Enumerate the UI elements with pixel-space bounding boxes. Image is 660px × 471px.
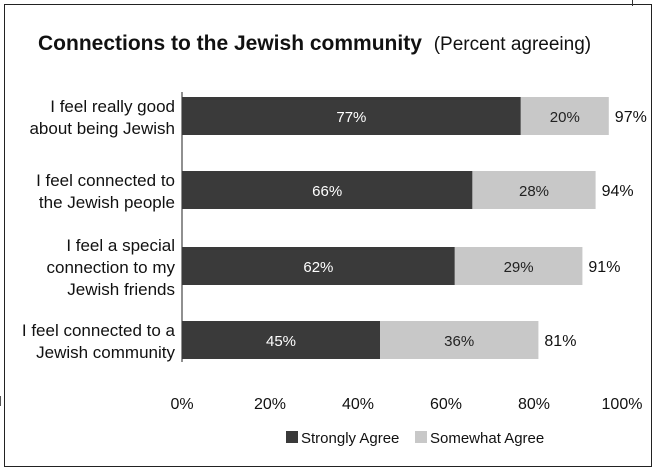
chart-frame <box>4 4 652 467</box>
category-label: I feel a special <box>66 236 175 255</box>
legend-label: Strongly Agree <box>301 430 399 447</box>
total-label: 91% <box>588 259 620 276</box>
data-label: 36% <box>444 333 474 350</box>
chart-header: Connections to the Jewish community (Per… <box>38 32 591 56</box>
bar-somewhat-agree <box>380 321 539 359</box>
category-label: Jewish community <box>36 343 175 362</box>
category-label: I feel connected to <box>36 171 175 190</box>
bar-somewhat-agree <box>472 171 596 209</box>
bar-somewhat-agree <box>454 247 583 285</box>
data-label: 77% <box>336 109 366 126</box>
bar-strongly-agree <box>182 97 521 135</box>
data-label: 29% <box>504 259 534 276</box>
category-label: about being Jewish <box>29 119 175 138</box>
x-tick-label: 20% <box>254 396 286 413</box>
x-tick-label: 60% <box>430 396 462 413</box>
bar-strongly-agree <box>182 171 473 209</box>
chart-title: Connections to the Jewish community <box>38 32 422 55</box>
category-label: connection to my <box>46 258 175 277</box>
data-label: 62% <box>303 259 333 276</box>
data-label: 45% <box>266 333 296 350</box>
legend-swatch-strongly-agree <box>286 431 298 443</box>
data-label: 66% <box>312 183 342 200</box>
category-label: the Jewish people <box>39 193 175 212</box>
page-edge-mark <box>632 0 633 6</box>
x-tick-label: 100% <box>602 396 643 413</box>
bar-strongly-agree <box>182 321 380 359</box>
legend-label: Somewhat Agree <box>430 430 544 447</box>
category-label: Jewish friends <box>67 280 175 299</box>
page-edge-mark-left <box>0 396 4 406</box>
total-label: 94% <box>602 183 634 200</box>
category-label: I feel really good <box>50 97 175 116</box>
x-tick-label: 0% <box>170 396 193 413</box>
x-tick-label: 80% <box>518 396 550 413</box>
legend-swatch-somewhat-agree <box>415 431 427 443</box>
chart-subtitle: (Percent agreeing) <box>433 34 592 55</box>
data-label: 20% <box>550 109 580 126</box>
data-label: 28% <box>519 183 549 200</box>
bar-somewhat-agree <box>520 97 609 135</box>
bar-strongly-agree <box>182 247 455 285</box>
x-tick-label: 40% <box>342 396 374 413</box>
total-label: 97% <box>615 109 647 126</box>
total-label: 81% <box>544 333 576 350</box>
category-label: I feel connected to a <box>22 321 176 340</box>
